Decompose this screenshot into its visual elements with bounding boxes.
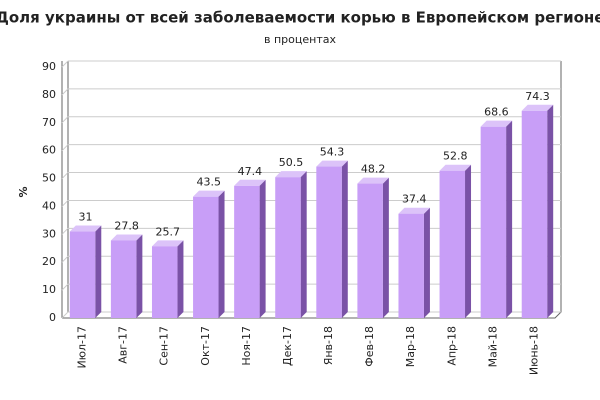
bar-side (300, 171, 307, 318)
bar (151, 246, 178, 318)
bar (398, 213, 424, 318)
bar (480, 126, 507, 318)
bar-side (95, 225, 102, 318)
bar (275, 177, 301, 318)
y-tick-label: 20 (42, 255, 56, 268)
grid-line (61, 88, 69, 96)
bar-top (275, 171, 307, 178)
y-tick-label: 60 (42, 144, 56, 157)
bar-side (218, 190, 225, 318)
grid-line (61, 255, 69, 263)
bar-side (547, 104, 554, 318)
bar-top (110, 234, 143, 241)
bar-top (234, 179, 266, 186)
chart-subtitle: в процентах (264, 33, 336, 46)
bar-top (193, 190, 225, 197)
x-tick-label: Сен-17 (158, 326, 171, 366)
bar-top (357, 177, 389, 184)
grid-line (61, 172, 69, 179)
grid-line (61, 227, 69, 235)
value-label: 48.2 (361, 163, 386, 176)
grid-line (61, 283, 69, 291)
bar-top (69, 225, 102, 232)
grid-line (61, 311, 69, 319)
value-label: 31 (79, 211, 93, 224)
chart-title: Доля украины от всей заболеваемости корь… (0, 9, 600, 27)
bar (193, 196, 219, 318)
bar-side (423, 207, 430, 318)
x-tick-label: Апр-18 (445, 326, 458, 366)
y-tick-label: 50 (42, 172, 56, 185)
bar-top (439, 164, 472, 171)
value-label: 50.5 (279, 156, 304, 169)
bar (357, 183, 383, 318)
x-tick-label: Авг-17 (117, 326, 130, 364)
bar-side (382, 177, 389, 318)
x-tick-label: Мар-18 (404, 326, 417, 367)
bar-top (151, 240, 184, 247)
value-label: 47.4 (238, 165, 263, 178)
y-tick-label: 30 (42, 227, 56, 240)
y-tick-label: 40 (42, 199, 56, 212)
x-tick-label: Июл-17 (76, 326, 89, 369)
value-label: 43.5 (197, 176, 222, 189)
x-tick-label: Окт-17 (199, 326, 212, 366)
grid-line (61, 200, 69, 207)
bar-side (177, 240, 184, 318)
bar-top (480, 120, 513, 127)
y-tick-label: 70 (42, 116, 56, 129)
grid-line (61, 116, 69, 124)
y-axis-label: % (17, 186, 30, 197)
x-tick-label: Фев-18 (363, 326, 376, 367)
bar (521, 110, 548, 318)
bar-side (259, 179, 266, 318)
bar (439, 170, 466, 318)
x-tick-label: Май-18 (486, 326, 499, 367)
x-tick-label: Ноя-17 (240, 326, 253, 366)
x-tick-label: Дек-17 (281, 326, 294, 366)
value-label: 54.3 (320, 146, 345, 159)
bar-top (521, 104, 554, 111)
bar (316, 166, 342, 318)
x-tick-label: Июнь-18 (527, 326, 540, 375)
y-tick-label: 10 (42, 283, 56, 296)
value-label: 25.7 (155, 225, 180, 238)
grid-line (61, 60, 69, 68)
value-label: 27.8 (114, 219, 139, 232)
bar-top (316, 160, 348, 167)
bar-top (398, 207, 430, 214)
value-label: 52.8 (443, 150, 468, 163)
y-tick-label: 90 (42, 60, 56, 73)
x-tick-label: Янв-18 (322, 326, 335, 365)
value-label: 68.6 (484, 106, 509, 119)
value-label: 37.4 (402, 193, 427, 206)
bar-side (465, 164, 472, 318)
bar-side (136, 234, 143, 318)
bar (234, 185, 260, 318)
y-tick-label: 80 (42, 88, 56, 101)
y-tick-label: 0 (49, 311, 56, 324)
bar-side (506, 120, 513, 318)
bar (110, 240, 137, 318)
value-label: 74.3 (525, 90, 550, 103)
bar (69, 231, 96, 318)
grid-line (61, 144, 69, 152)
bar-side (341, 160, 348, 318)
